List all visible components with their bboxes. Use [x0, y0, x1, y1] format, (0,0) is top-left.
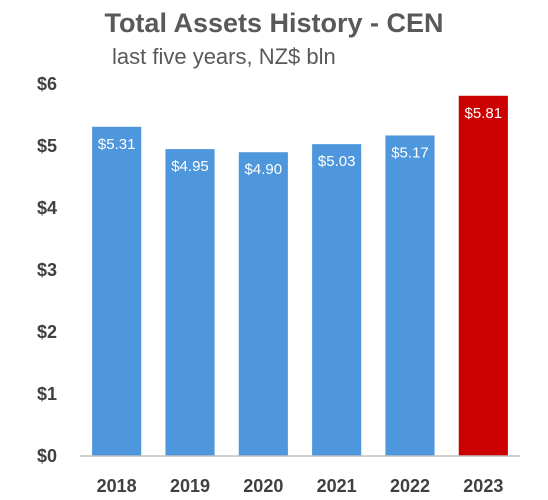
x-tick-label: 2020 — [243, 476, 283, 496]
bar-2019 — [165, 149, 215, 456]
x-tick-label: 2022 — [390, 476, 430, 496]
bar-2023 — [458, 95, 508, 456]
data-label-2020: $4.90 — [245, 161, 283, 178]
y-tick-label: $6 — [37, 74, 57, 94]
y-tick-label: $2 — [37, 322, 57, 342]
chart-subtitle: last five years, NZ$ bln — [112, 44, 336, 69]
y-tick-label: $1 — [37, 384, 57, 404]
data-label-2023: $5.81 — [465, 105, 503, 122]
chart-title: Total Assets History - CEN — [104, 8, 444, 38]
bar-2021 — [312, 144, 362, 456]
x-axis: 2018 2019 2020 2021 2022 2023 — [80, 455, 520, 496]
y-tick-label: $4 — [37, 198, 57, 218]
x-tick-label: 2023 — [463, 476, 503, 496]
data-label-2018: $5.31 — [98, 136, 136, 153]
bar-2022 — [385, 135, 435, 456]
data-label-2022: $5.17 — [391, 144, 429, 161]
y-tick-label: $5 — [37, 136, 57, 156]
x-tick-label: 2018 — [97, 476, 137, 496]
y-tick-label: $0 — [37, 446, 57, 466]
y-tick-label: $3 — [37, 260, 57, 280]
x-tick-label: 2021 — [317, 476, 357, 496]
bar-2018 — [92, 126, 142, 456]
bar-2020 — [238, 152, 288, 456]
bar-series: $5.31 $4.95 $4.90 $5.03 $5.17 $5.81 — [92, 95, 508, 456]
x-tick-label: 2019 — [170, 476, 210, 496]
data-label-2021: $5.03 — [318, 153, 356, 170]
y-axis: $0 $1 $2 $3 $4 $5 $6 — [37, 74, 57, 466]
data-label-2019: $4.95 — [171, 158, 209, 175]
